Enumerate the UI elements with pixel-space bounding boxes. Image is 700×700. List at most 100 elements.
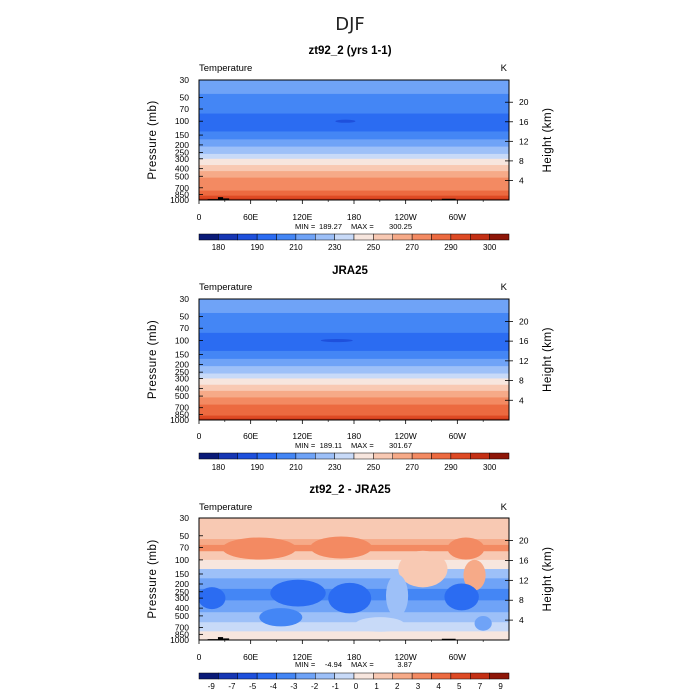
y-right-tick-label: 4	[519, 175, 524, 185]
contour-band	[199, 190, 509, 197]
y-tick-label: 100	[175, 555, 189, 565]
min-value: 189.27	[319, 222, 342, 231]
y-tick-label: 30	[180, 294, 190, 304]
y-tick-label: 500	[175, 171, 189, 181]
colorbar-swatch	[431, 233, 452, 241]
contour-anomaly	[355, 617, 405, 632]
x-tick-label: 0	[197, 212, 202, 222]
y-right-tick-label: 12	[519, 575, 529, 585]
min-label: MIN =	[295, 222, 316, 231]
y-tick-label: 50	[180, 312, 190, 322]
x-tick-label: 60W	[449, 212, 466, 222]
contour-anomaly	[474, 616, 492, 631]
colorbar-label: 190	[250, 243, 264, 252]
plot-area	[199, 80, 509, 200]
topography	[223, 638, 230, 640]
contour-band	[199, 569, 509, 579]
contour-band	[199, 153, 509, 160]
y-tick-label: 200	[175, 140, 189, 150]
x-tick-label: 120W	[395, 652, 417, 662]
colorbar-swatch	[470, 452, 490, 460]
colorbar-swatch	[373, 672, 393, 680]
colorbar-label: -1	[332, 682, 340, 691]
colorbar-swatch	[256, 452, 277, 460]
colorbar-label: 270	[405, 243, 419, 252]
colorbar-swatch	[489, 672, 510, 680]
contour-band	[199, 171, 509, 179]
colorbar-label: 2	[395, 682, 400, 691]
colorbar-swatch	[198, 452, 219, 460]
contour-anomaly	[259, 608, 303, 627]
min-value: -4.94	[325, 660, 342, 669]
contour-band	[199, 612, 509, 623]
colorbar-swatch	[276, 233, 297, 241]
contour-band	[199, 410, 509, 417]
colorbar-swatch	[489, 452, 510, 460]
colorbar-swatch	[470, 672, 490, 680]
colorbar-swatch	[373, 452, 393, 460]
contour-band	[199, 404, 509, 412]
colorbar-label: 210	[289, 243, 303, 252]
colorbar-label: -2	[311, 682, 319, 691]
colorbar-swatch	[295, 452, 316, 460]
plot-area	[199, 299, 509, 420]
contour-anomaly	[447, 537, 485, 560]
y-tick-label: 850	[175, 189, 189, 199]
colorbar: 180 190 210 230 250 270 290 300	[198, 233, 510, 252]
y-tick-label: 500	[175, 391, 189, 401]
colorbar-label: 0	[354, 682, 359, 691]
colorbar-swatch	[489, 233, 510, 241]
y-tick-label: 400	[175, 603, 189, 613]
y-right-tick-label: 8	[519, 595, 524, 605]
y-tick-label: 1000	[170, 635, 189, 645]
y-tick-label: 100	[175, 336, 189, 346]
variable-label: Temperature	[199, 282, 252, 293]
colorbar-label: 250	[367, 243, 381, 252]
colorbar-swatch	[218, 672, 238, 680]
x-tick-label: 60W	[449, 431, 466, 441]
colorbar-label: 250	[367, 463, 381, 472]
contour-band	[199, 146, 509, 155]
colorbar-swatch	[315, 672, 335, 680]
contour-anomaly	[270, 579, 326, 607]
x-tick-label: 180	[347, 652, 361, 662]
contour-band	[199, 332, 509, 352]
contour-band	[199, 195, 509, 200]
y-tick-label: 1000	[170, 415, 189, 425]
x-tick-label: 60E	[243, 212, 258, 222]
colorbar-swatch	[392, 233, 413, 241]
contour-anomaly	[199, 587, 226, 610]
max-value: 300.25	[389, 222, 412, 231]
y-right-tick-label: 20	[519, 316, 529, 326]
y-axis-label: Pressure (mb)	[147, 100, 159, 179]
colorbar-swatch	[450, 452, 471, 460]
colorbar-swatch	[392, 452, 413, 460]
y-tick-label: 500	[175, 611, 189, 621]
max-label: MAX =	[351, 222, 374, 231]
y-tick-label: 150	[175, 350, 189, 360]
y-tick-label: 70	[180, 104, 190, 114]
y-tick-label: 400	[175, 164, 189, 174]
min-max-readout: MIN = 189.11 MAX = 301.67	[295, 441, 412, 450]
colorbar-swatch	[198, 233, 219, 241]
y-right-tick-label: 12	[519, 356, 529, 366]
x-tick-label: 60E	[243, 431, 258, 441]
contour-anomaly	[398, 550, 448, 588]
y-axis-label-right: Height (km)	[542, 108, 554, 173]
colorbar-swatch	[353, 452, 374, 460]
x-tick-label: 60E	[243, 652, 258, 662]
units-label: K	[501, 63, 508, 74]
y-tick-label: 150	[175, 569, 189, 579]
contour-band	[199, 158, 509, 166]
colorbar-swatch	[431, 452, 452, 460]
cold-core	[320, 338, 353, 343]
y-right-tick-label: 16	[519, 336, 529, 346]
y-right-tick-label: 20	[519, 536, 529, 546]
colorbar-swatch	[315, 452, 335, 460]
contour-band	[199, 390, 509, 399]
contour-band	[199, 622, 509, 632]
colorbar-swatch	[237, 452, 258, 460]
